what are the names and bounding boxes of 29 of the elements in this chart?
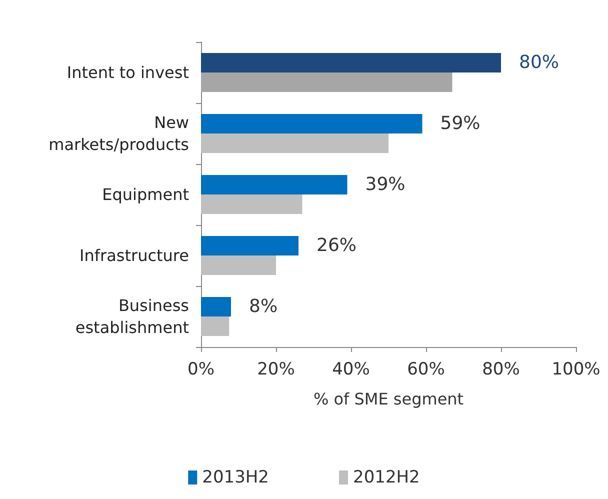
bar	[201, 296, 231, 316]
data-label: 80%	[519, 52, 560, 74]
bar	[201, 256, 276, 276]
data-label: 39%	[365, 174, 406, 196]
x-axis-title: % of SME segment	[313, 390, 464, 408]
data-label: 59%	[440, 113, 480, 134]
bar	[201, 316, 230, 336]
bar	[201, 114, 422, 134]
y-tick-label: Equipment	[102, 185, 189, 204]
y-tick-label: Business establishment	[75, 296, 189, 337]
x-tick-label: 60%	[407, 360, 445, 380]
bar	[201, 72, 452, 92]
bar	[201, 236, 298, 256]
data-label: 8%	[249, 296, 278, 318]
legend-label: 2012H2	[353, 468, 420, 488]
x-tick-label: 80%	[482, 360, 520, 380]
legend-label: 2013H2	[202, 468, 270, 488]
bar	[201, 194, 302, 214]
y-tick-label: Intent to invest	[66, 63, 189, 82]
x-tick-label: 20%	[257, 360, 295, 380]
x-tick-label: 40%	[332, 360, 370, 380]
bar	[201, 52, 501, 72]
y-tick-label: New markets/products	[48, 113, 189, 154]
y-tick-label: Infrastructure	[80, 246, 189, 265]
data-label: 26%	[316, 235, 357, 256]
x-tick-label: 0%	[188, 360, 214, 380]
bar	[201, 174, 348, 194]
bar	[201, 134, 388, 154]
x-tick-label: 100%	[552, 360, 600, 380]
